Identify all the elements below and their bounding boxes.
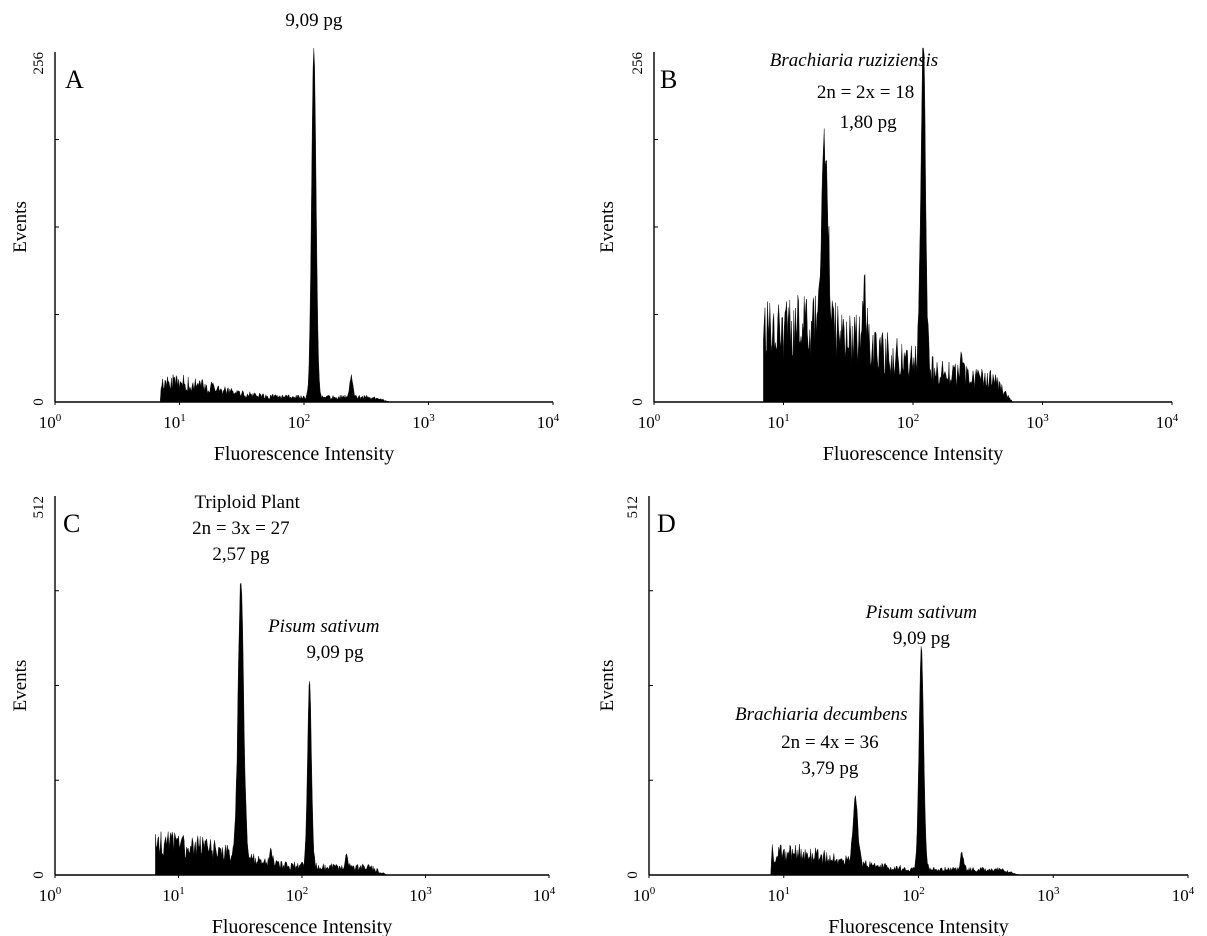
histogram-d: 100 101 102 103 104 0 512 Fluorescence Intensit… [597, 496, 1195, 936]
panel-a: 100 101 102 103 104 0 256 Fluorescence Intensit… [0, 0, 600, 470]
y-tick-label: 0 [31, 398, 47, 406]
x-axis-label: Fluorescence Intensity [823, 443, 1004, 465]
panel-c: 100 101 102 103 104 0 512 Fluorescence Intensit… [0, 470, 600, 936]
x-tick-label: 103 [412, 412, 435, 432]
x-axis-label: Fluorescence Intensity [214, 443, 395, 465]
histogram-area-c [155, 582, 388, 876]
y-axis-label: Events [10, 660, 31, 712]
x-axis-label: Fluorescence Intensity [212, 916, 393, 936]
x-axis-label: Fluorescence Intensity [828, 916, 1009, 936]
y-tick-label: 256 [31, 52, 47, 75]
panel-label: B [660, 65, 677, 94]
y-axis-label: Events [10, 201, 31, 253]
peak-annotation: Pisum sativum [865, 602, 977, 623]
x-tick-label: 100 [633, 885, 656, 905]
histogram-area-a [159, 48, 390, 403]
peak-annotation: Pisum sativum [267, 616, 379, 637]
peak-annotation: Brachiaria ruziziensis [770, 50, 938, 71]
x-tick-label: 103 [409, 885, 432, 905]
peak-annotation: 9,09 pg [893, 628, 951, 649]
y-tick-label: 0 [31, 871, 47, 879]
panel-label: A [65, 65, 84, 94]
histogram-area-d [770, 646, 1020, 876]
panel-d: 100 101 102 103 104 0 512 Fluorescence Intensit… [597, 470, 1207, 936]
histogram-b: 100 101 102 103 104 0 256 Fluorescence Intensit… [597, 47, 1179, 465]
y-tick-label: 256 [630, 52, 646, 75]
x-tick-label: 103 [1026, 412, 1049, 432]
x-tick-label: 104 [537, 412, 560, 432]
x-tick-label: 102 [288, 412, 311, 432]
x-tick-label: 102 [902, 885, 925, 905]
x-tick-label: 103 [1037, 885, 1060, 905]
y-axis-label: Events [597, 201, 618, 253]
peak-annotation: 1,80 pg [840, 112, 898, 133]
peak-annotation: 2n = 3x = 27 [192, 518, 289, 539]
peak-annotation: 2,57 pg [212, 544, 270, 565]
peak-annotation: Triploid Plant [194, 492, 300, 513]
y-tick-label: 512 [31, 496, 47, 519]
x-tick-label: 102 [286, 885, 309, 905]
peak-annotation: 9,09 pg [285, 10, 343, 31]
y-tick-label: 512 [625, 496, 641, 519]
x-tick-label: 104 [1156, 412, 1179, 432]
panel-b: 100 101 102 103 104 0 256 Fluorescence Intensit… [597, 0, 1207, 470]
panel-label: D [657, 509, 676, 538]
x-tick-label: 104 [1172, 885, 1195, 905]
peak-annotation: 9,09 pg [306, 642, 364, 663]
peak-annotation: 2n = 2x = 18 [817, 82, 914, 103]
peak-annotation: 3,79 pg [801, 758, 859, 779]
panel-label: C [63, 509, 80, 538]
x-tick-label: 104 [533, 885, 556, 905]
peak-annotation: Brachiaria decumbens [735, 704, 908, 725]
x-tick-label: 100 [39, 412, 62, 432]
y-tick-label: 0 [630, 398, 646, 406]
y-axis-label: Events [597, 660, 618, 712]
x-tick-label: 100 [638, 412, 661, 432]
x-tick-label: 101 [163, 412, 186, 432]
x-tick-label: 102 [897, 412, 920, 432]
peak-annotation: 2n = 4x = 36 [781, 732, 878, 753]
x-tick-label: 101 [162, 885, 185, 905]
x-tick-label: 100 [39, 885, 62, 905]
histogram-a: 100 101 102 103 104 0 256 Fluorescence Intensit… [10, 10, 560, 465]
x-tick-label: 101 [767, 412, 790, 432]
y-tick-label: 0 [625, 871, 641, 879]
histogram-area-b [763, 47, 1014, 403]
x-tick-label: 101 [768, 885, 791, 905]
histogram-c: 100 101 102 103 104 0 512 Fluorescence Intensit… [10, 492, 556, 936]
